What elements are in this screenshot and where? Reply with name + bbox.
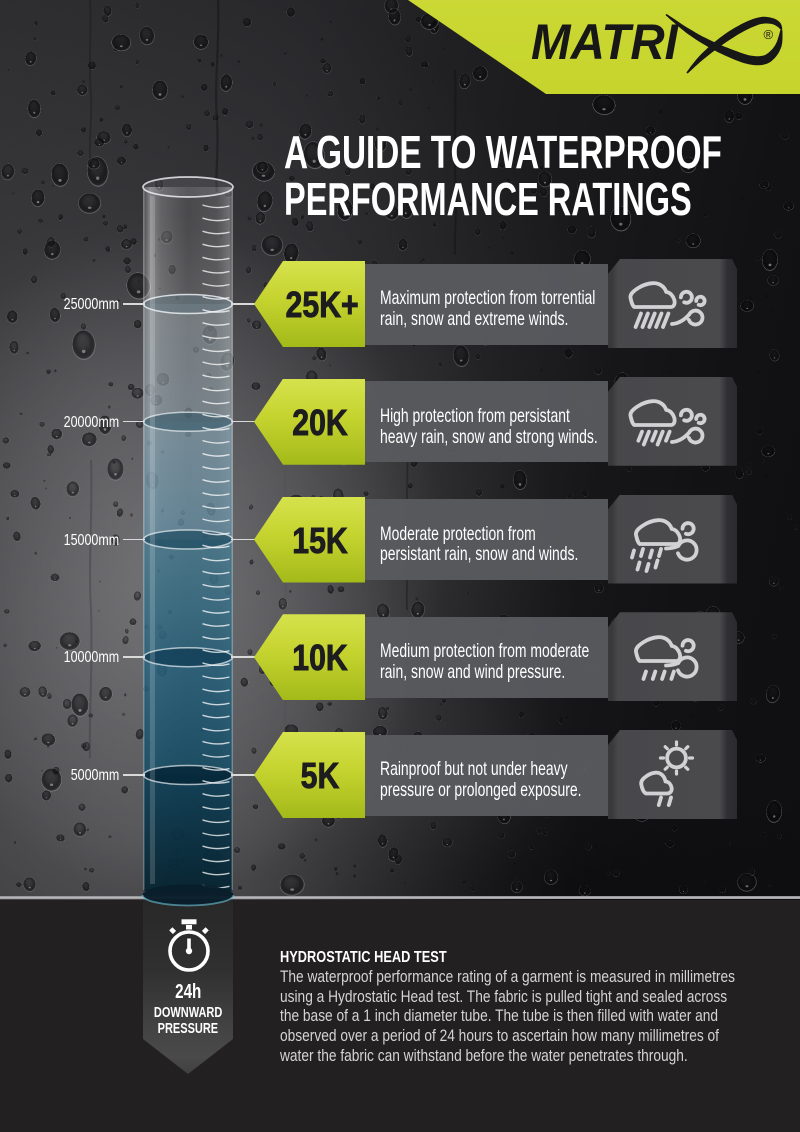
svg-text:®: ® bbox=[764, 27, 774, 42]
